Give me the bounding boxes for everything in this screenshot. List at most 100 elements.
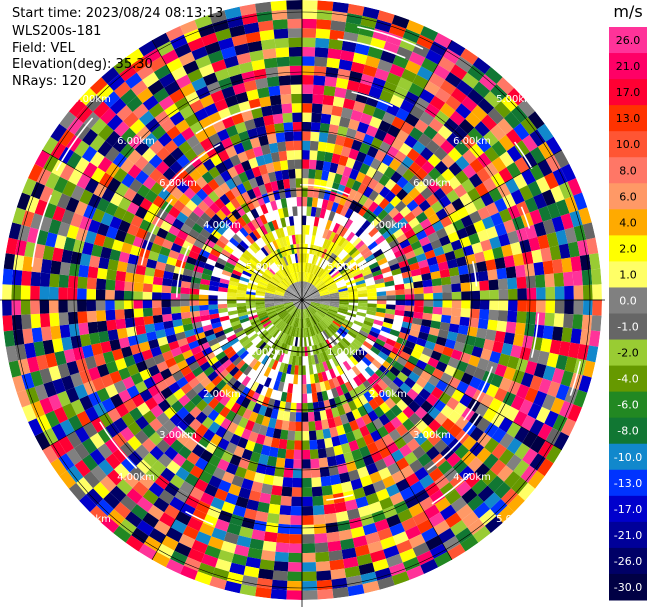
ppi-cell [152, 284, 163, 293]
ppi-cell [489, 300, 499, 311]
ppi-cell [395, 457, 410, 471]
ppi-cell [428, 512, 445, 528]
ppi-cell [424, 482, 440, 497]
ppi-cell [170, 306, 181, 314]
ppi-cell [74, 443, 90, 460]
ppi-cell [342, 402, 352, 414]
ppi-cell [118, 367, 131, 381]
ppi-cell [142, 410, 157, 424]
ppi-cell [30, 400, 46, 419]
ppi-cell [513, 410, 528, 427]
ppi-cell [367, 334, 378, 343]
ppi-cell [268, 503, 281, 515]
ppi-cell [494, 481, 511, 499]
ppi-cell [255, 383, 264, 395]
ppi-cell [149, 418, 163, 432]
ppi-cell [402, 556, 421, 572]
ppi-cell [211, 360, 222, 371]
ppi-cell [59, 261, 71, 276]
ppi-cell [293, 449, 302, 460]
ppi-cell [427, 406, 441, 420]
ppi-cell [270, 408, 279, 420]
ppi-cell [340, 383, 349, 395]
ppi-cell [339, 339, 349, 349]
ppi-cell [205, 333, 217, 342]
ppi-cell [329, 304, 339, 308]
ppi-cell [269, 314, 279, 321]
ppi-cell [288, 552, 302, 563]
ppi-cell [169, 474, 185, 489]
ppi-cell [324, 437, 334, 449]
ppi-cell [302, 300, 309, 308]
ppi-cell [152, 300, 162, 308]
ppi-cell [376, 307, 386, 314]
ppi-cell [544, 410, 559, 428]
ppi-cell [136, 520, 154, 536]
ppi-cell [236, 347, 247, 357]
ppi-cell [50, 458, 67, 477]
ppi-cell [74, 426, 90, 443]
ppi-cell [276, 307, 286, 313]
ppi-cell [408, 503, 424, 518]
ppi-cell [180, 287, 191, 295]
ppi-cell [283, 297, 293, 299]
ppi-cell [237, 311, 248, 317]
ppi-cell [216, 458, 230, 472]
ppi-cell [27, 418, 44, 437]
ppi-cell [127, 435, 142, 451]
ppi-cell [142, 291, 153, 300]
ppi-cell [332, 377, 341, 388]
ppi-cell [109, 370, 123, 384]
ppi-cell [287, 571, 302, 582]
ppi-cell [296, 308, 300, 319]
ppi-cell [289, 411, 297, 422]
ppi-cell [540, 338, 552, 353]
ppi-cell [373, 319, 384, 327]
ppi-cell [384, 397, 397, 410]
ppi-cell [188, 340, 200, 350]
ppi-cell [386, 553, 403, 568]
ppi-cell [357, 305, 368, 311]
ppi-cell [227, 421, 239, 434]
ppi-cell [218, 549, 235, 563]
ppi-cell [410, 323, 422, 332]
ppi-cell [255, 305, 266, 310]
ppi-cell [311, 392, 319, 403]
ppi-cell [290, 364, 296, 375]
ppi-cell [389, 492, 405, 506]
ppi-cell [303, 309, 307, 319]
ppi-cell [225, 442, 238, 455]
ppi-cell [113, 463, 130, 479]
ppi-cell [497, 310, 508, 322]
ppi-cell [264, 296, 274, 299]
ppi-cell [423, 306, 434, 314]
ppi-cell [357, 466, 370, 479]
ppi-cell [321, 318, 330, 327]
ppi-cell [288, 543, 302, 554]
ppi-cell [348, 389, 359, 401]
ppi-cell [446, 331, 458, 342]
ppi-cell [199, 449, 213, 463]
ppi-cell [314, 313, 322, 321]
ppi-cell [253, 520, 267, 532]
colorbar-tick-label: -6.0 [617, 399, 638, 412]
ppi-cell [302, 300, 312, 302]
ppi-cell [248, 490, 262, 502]
ppi-cell [424, 340, 436, 351]
ppi-cell [199, 361, 211, 372]
ppi-cell [276, 341, 283, 352]
ppi-cell [445, 512, 462, 528]
ppi-cell [422, 312, 433, 321]
ppi-cell [21, 314, 32, 330]
ppi-cell [57, 363, 71, 379]
ppi-cell [48, 300, 59, 314]
ppi-cell [496, 320, 508, 333]
ppi-cell [443, 467, 459, 483]
ppi-cell [253, 323, 263, 331]
ppi-cell [302, 459, 311, 469]
ppi-cell [447, 410, 462, 424]
ppi-cell [355, 350, 365, 360]
ppi-cell [180, 503, 196, 518]
ppi-cell [453, 341, 465, 353]
ppi-cell [533, 363, 547, 379]
